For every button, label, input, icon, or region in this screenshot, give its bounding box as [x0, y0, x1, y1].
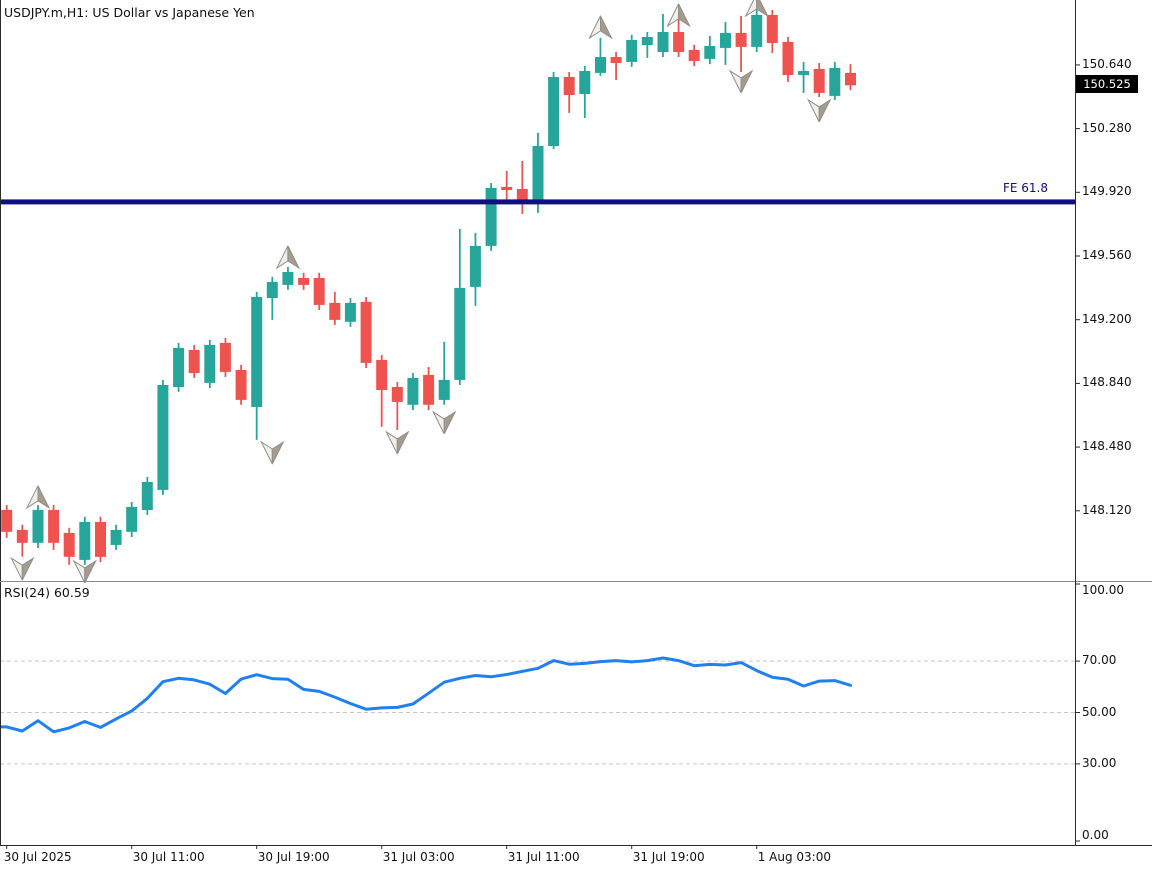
price-axis-label: 149.200 — [1082, 311, 1132, 326]
time-axis-label: 30 Jul 11:00 — [132, 850, 205, 864]
candle-body — [501, 187, 513, 190]
candle-body — [219, 342, 231, 372]
candle-body — [298, 278, 310, 285]
candle-body — [657, 32, 669, 52]
candle-body — [32, 509, 44, 543]
rsi-axis-label: 50.00 — [1082, 704, 1117, 719]
candle-body — [845, 72, 856, 86]
candle-body — [1, 509, 13, 532]
candle-body — [751, 14, 763, 47]
price-axis-label: 148.120 — [1082, 502, 1132, 517]
candle-body — [485, 187, 497, 246]
candle-body — [438, 379, 450, 400]
rsi-axis-label: 0.00 — [1082, 828, 1109, 842]
candle-body — [829, 67, 841, 96]
candle-body — [720, 32, 731, 48]
rsi-line — [0, 656, 852, 734]
candle-body — [391, 387, 403, 402]
time-axis-label: 31 Jul 19:00 — [632, 850, 705, 864]
rsi-indicator-label: RSI(24) 60.59 — [4, 585, 90, 600]
candle-body — [516, 189, 528, 202]
up-arrow-icon[interactable] — [25, 485, 51, 510]
candle-body — [782, 41, 794, 75]
candle-body — [188, 350, 200, 373]
up-arrow-icon[interactable] — [666, 3, 691, 28]
down-arrow-icon[interactable] — [728, 69, 754, 94]
chart-title: USDJPY.m,H1: US Dollar vs Japanese Yen — [4, 5, 255, 20]
time-axis-label: 1 Aug 03:00 — [757, 850, 831, 864]
candle-body — [813, 69, 825, 93]
time-axis-label: 30 Jul 19:00 — [257, 850, 330, 864]
candle-body — [579, 71, 591, 94]
candle-body — [423, 374, 435, 405]
candle-body — [548, 77, 560, 146]
current-price-tag: 150.525 — [1076, 75, 1138, 93]
rsi-axis-label: 100.00 — [1082, 583, 1124, 597]
time-axis-label: 31 Jul 11:00 — [507, 850, 580, 864]
candle-body — [735, 32, 747, 47]
up-arrow-icon[interactable] — [744, 0, 769, 18]
candle-body — [595, 57, 606, 73]
time-axis-label: 31 Jul 03:00 — [382, 850, 455, 864]
candle-body — [532, 146, 544, 201]
candle-body — [141, 482, 153, 510]
candle-body — [329, 302, 341, 320]
candle-body — [641, 37, 653, 45]
candle-body — [110, 529, 122, 545]
candle-body — [563, 77, 575, 95]
price-axis-label: 148.480 — [1082, 439, 1132, 454]
candle-body — [704, 46, 716, 59]
candle-body — [454, 287, 466, 380]
candle-body — [673, 32, 685, 52]
fib-expansion-line[interactable] — [0, 199, 1075, 205]
fib-expansion-label[interactable]: FE 61.8 — [1002, 181, 1048, 195]
candle-body — [126, 506, 138, 532]
candle-body — [79, 522, 91, 560]
candle-body — [313, 278, 325, 305]
down-arrow-icon[interactable] — [72, 559, 98, 584]
candle-body — [344, 302, 356, 322]
candle-body — [48, 509, 60, 543]
candle-body — [173, 347, 185, 387]
candle-body — [282, 272, 294, 285]
candle-body — [376, 359, 388, 390]
price-axis-label: 149.920 — [1082, 184, 1132, 199]
up-arrow-icon[interactable] — [588, 15, 613, 40]
candle-body — [407, 377, 419, 405]
candle-body — [766, 14, 778, 43]
down-arrow-icon[interactable] — [10, 556, 35, 581]
time-axis-label: 30 Jul 2025 — [3, 850, 72, 864]
candle-body — [251, 296, 263, 407]
candle-body — [626, 40, 638, 62]
candle-body — [157, 385, 169, 490]
candle-body — [266, 281, 278, 298]
rsi-axis-label: 30.00 — [1082, 755, 1117, 770]
down-arrow-icon[interactable] — [806, 98, 832, 123]
price-axis-label: 150.640 — [1082, 56, 1132, 71]
candle-body — [610, 57, 622, 63]
price-axis-label: 148.840 — [1082, 375, 1132, 390]
candle-body — [235, 370, 247, 400]
up-arrow-icon[interactable] — [275, 245, 301, 270]
candle-body — [204, 344, 216, 383]
candle-body — [469, 245, 481, 287]
price-axis-label: 150.280 — [1082, 120, 1132, 135]
candle-body — [360, 301, 372, 363]
candle-body — [16, 529, 28, 543]
price-axis-label: 149.560 — [1082, 248, 1132, 263]
rsi-axis-label: 70.00 — [1082, 653, 1117, 668]
down-arrow-icon[interactable] — [260, 440, 285, 465]
candle-body — [688, 49, 700, 61]
candle-body — [798, 71, 810, 76]
candle-body — [63, 532, 75, 557]
down-arrow-icon[interactable] — [385, 430, 410, 455]
down-arrow-icon[interactable] — [431, 410, 457, 435]
candle-body — [95, 522, 106, 557]
